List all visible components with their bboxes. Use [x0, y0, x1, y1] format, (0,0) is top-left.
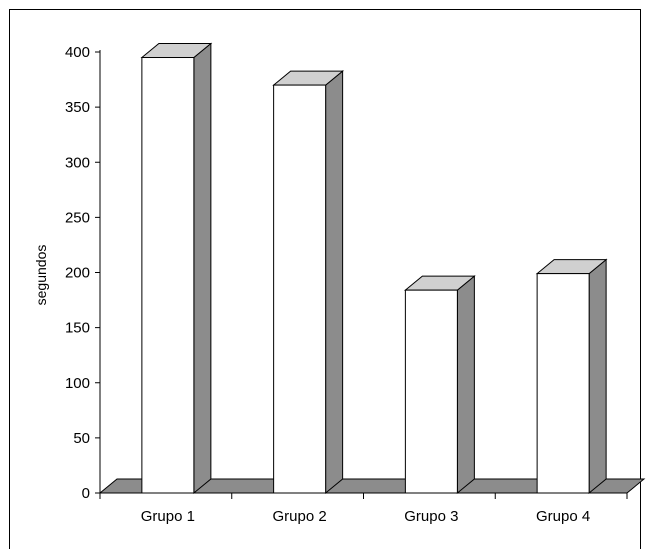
y-tick-label: 200 — [65, 265, 90, 282]
x-category-label: Grupo 1 — [141, 508, 195, 525]
bar-front — [404, 289, 458, 494]
bar-side — [193, 42, 212, 495]
y-tick-label: 250 — [65, 209, 90, 226]
bar-front — [536, 273, 590, 494]
labels-layer: 0 50 100 150 200 250 300 350 400 Grupo 1 Grupo 2 Gr… — [65, 44, 590, 525]
x-category-label: Grupo 2 — [273, 508, 327, 525]
bar-side — [325, 70, 344, 495]
y-tick-label: 150 — [65, 320, 90, 337]
x-category-label: Grupo 4 — [536, 508, 590, 525]
bar-front — [273, 84, 327, 494]
bar-side — [456, 275, 475, 495]
bar-side — [588, 258, 607, 495]
y-axis-title: segundos — [33, 245, 49, 306]
y-tick-label: 0 — [82, 485, 90, 502]
bar-front — [141, 57, 195, 494]
bar — [272, 70, 345, 495]
bars-layer — [140, 42, 608, 495]
y-tick-label: 350 — [65, 99, 90, 116]
bar — [140, 42, 213, 495]
y-tick-label: 400 — [65, 44, 90, 61]
y-tick-label: 100 — [65, 375, 90, 392]
bar — [403, 275, 476, 495]
bar — [535, 258, 608, 495]
y-tick-label: 300 — [65, 154, 90, 171]
y-tick-label: 50 — [73, 430, 90, 447]
x-category-label: Grupo 3 — [404, 508, 458, 525]
